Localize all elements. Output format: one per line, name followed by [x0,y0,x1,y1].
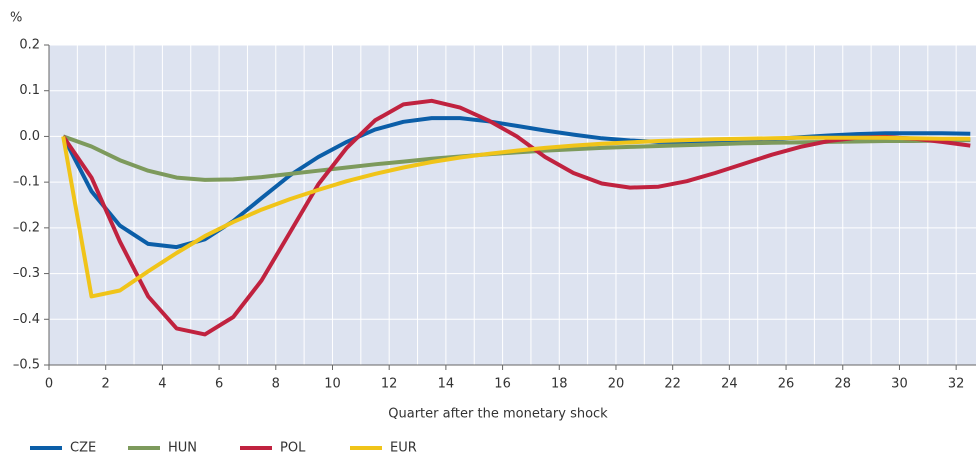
y-tick-label: 0.1 [19,83,40,98]
y-unit: % [10,11,22,26]
x-tick-label: 24 [721,377,738,392]
x-tick-label: 6 [215,377,223,392]
x-tick-label: 16 [494,377,511,392]
x-tick-label: 14 [438,377,455,392]
y-tick-label: –0.2 [13,220,40,235]
y-tick-label: –0.3 [13,266,40,281]
y-tick-label: 0.0 [19,129,40,144]
y-tick-label: –0.4 [13,312,40,327]
x-tick-label: 12 [381,377,398,392]
x-tick-label: 18 [551,377,568,392]
y-tick-label: –0.1 [13,175,40,190]
y-tick-label: 0.2 [19,38,40,53]
x-tick-label: 0 [45,377,53,392]
x-tick-label: 28 [834,377,851,392]
plot-background [49,45,976,365]
x-axis-title: Quarter after the monetary shock [388,407,608,422]
series-line [61,98,971,337]
legend-label: EUR [390,441,417,456]
x-tick-label: 30 [891,377,908,392]
legend-label: POL [280,441,306,456]
x-tick-label: 20 [608,377,625,392]
x-tick-label: 4 [158,377,166,392]
x-tick-label: 2 [102,377,110,392]
x-tick-label: 32 [948,377,965,392]
legend-label: CZE [70,441,96,456]
x-tick-label: 22 [664,377,681,392]
series-line [61,135,971,299]
x-tick-label: 10 [324,377,341,392]
x-tick-label: 26 [778,377,795,392]
y-tick-label: –0.5 [13,358,40,373]
legend-label: HUN [168,441,197,456]
x-tick-label: 8 [272,377,280,392]
